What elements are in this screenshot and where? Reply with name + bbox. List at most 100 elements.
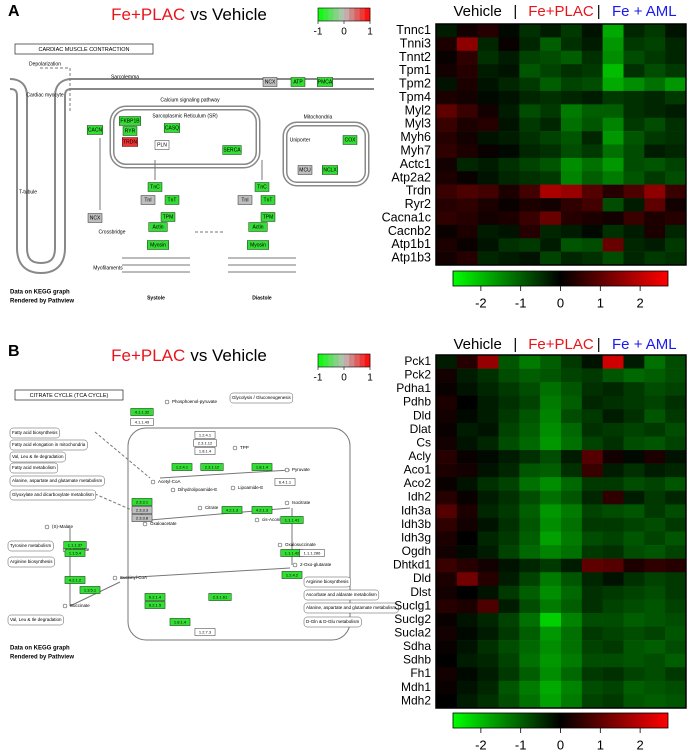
heatmap-frame — [435, 354, 687, 709]
heatmap-cell — [477, 463, 499, 478]
title-part: Fe+PLAC — [111, 5, 185, 24]
heatmap-cell — [456, 77, 478, 92]
heatmap-cell — [519, 463, 541, 478]
heatmap-cell — [644, 368, 666, 383]
heatmap-cell — [665, 463, 687, 478]
heatmap-cell — [477, 409, 499, 424]
heatmap-cell — [644, 198, 666, 212]
gene-node — [144, 601, 166, 609]
heatmap-cell — [581, 382, 603, 397]
heatmap-cell — [644, 694, 666, 709]
heatmap-cell — [623, 37, 645, 52]
heatmap-cell — [623, 224, 645, 239]
heatmap-cell — [456, 504, 478, 519]
compound-label: 2-Oxo-glutarate — [300, 562, 332, 567]
compound — [254, 517, 260, 523]
row-label: Tnnc1 — [396, 23, 431, 37]
heatmap-cell — [581, 450, 603, 464]
gene-node-label: Actin — [252, 225, 263, 231]
compound — [62, 603, 68, 609]
heatmap-cell — [623, 626, 645, 641]
heatmap-cell — [477, 77, 499, 92]
legend-swatch — [354, 354, 360, 367]
heatmap-cell — [498, 422, 520, 437]
gene-node — [131, 506, 153, 514]
heatmap-cell — [498, 37, 520, 52]
gene-node — [147, 182, 163, 192]
heatmap-cell — [581, 409, 603, 424]
gene-node-label: 4.1.1.49 — [135, 419, 150, 424]
heatmap-cell — [644, 355, 666, 369]
heatmap-cell — [540, 612, 562, 627]
heatmap-cell — [665, 77, 687, 92]
pathway-box — [9, 462, 59, 474]
heatmap-cell — [623, 572, 645, 587]
heatmap-cell — [581, 626, 603, 641]
gene-node — [164, 195, 180, 205]
heatmap-cell — [665, 238, 687, 252]
gene-node — [86, 125, 103, 135]
heatmap-cell — [581, 50, 603, 65]
heatmap-cell — [581, 545, 603, 559]
heatmap-cell — [436, 90, 458, 105]
heatmap-cell — [477, 436, 499, 451]
legend-swatch — [338, 354, 345, 367]
heatmap-cell — [602, 477, 624, 492]
heatmap-cell — [665, 477, 687, 492]
heatmap-cell — [519, 409, 541, 424]
gene-node — [148, 222, 168, 232]
heatmap-cell — [477, 640, 499, 654]
compound — [44, 524, 50, 530]
row-label: Mdh1 — [401, 680, 431, 694]
compound — [292, 562, 298, 568]
heatmap-cell — [602, 157, 624, 172]
compound — [150, 479, 156, 485]
heatmap-cell — [519, 517, 541, 532]
heatmap-cell — [540, 640, 562, 654]
gene-node-label: 2.3.3.3 — [136, 507, 149, 512]
heatmap-cell — [540, 531, 562, 546]
heatmap-cell — [581, 238, 603, 252]
heatmap-cell — [436, 171, 458, 185]
heatmap-cell — [602, 211, 624, 226]
heatmap-cell — [623, 504, 645, 519]
heatmap-cell — [436, 572, 458, 587]
heatmap-cell — [561, 117, 583, 132]
heatmap-cell — [456, 171, 478, 185]
heatmap-cell — [623, 131, 645, 145]
gene-node — [247, 240, 269, 250]
gene-node-label: FKBP1B — [120, 119, 140, 125]
heatmap-cell — [602, 612, 624, 627]
heatmap-cell — [623, 355, 645, 369]
heatmap-cell — [477, 90, 499, 105]
heatmap-cell — [436, 463, 458, 478]
group-separator: | — [597, 336, 601, 353]
heatmap-cell — [456, 450, 478, 464]
legend-swatch — [359, 8, 366, 21]
heatmap-cell — [644, 77, 666, 92]
row-label: Dhtkd1 — [393, 558, 431, 572]
compound-label: Isocitrate — [292, 500, 311, 505]
heatmap-cell — [519, 450, 541, 464]
pathway-box-label: Val, Leu & Ile degradation — [12, 454, 64, 459]
heatmap-cell — [498, 667, 520, 682]
heatmap-cell — [456, 422, 478, 437]
heatmap-cell — [561, 436, 583, 451]
group-separator: | — [513, 336, 517, 353]
heatmap-cell — [665, 251, 687, 266]
heatmap-cell — [477, 37, 499, 52]
pathway-box — [303, 602, 399, 614]
gene-node-label: 2.3.1.61 — [213, 594, 228, 599]
heatmap-cell — [602, 238, 624, 252]
heatmap-cell — [644, 144, 666, 159]
heatmap-cell — [498, 599, 520, 614]
heatmap-cell — [498, 409, 520, 424]
heatmap-cell — [456, 224, 478, 239]
heatmap-cell — [498, 90, 520, 105]
heatmap-cell — [602, 224, 624, 239]
heatmap-cell — [581, 395, 603, 410]
gene-node — [281, 571, 303, 579]
heatmap-cell — [477, 422, 499, 437]
heatmap-cell — [456, 477, 478, 492]
